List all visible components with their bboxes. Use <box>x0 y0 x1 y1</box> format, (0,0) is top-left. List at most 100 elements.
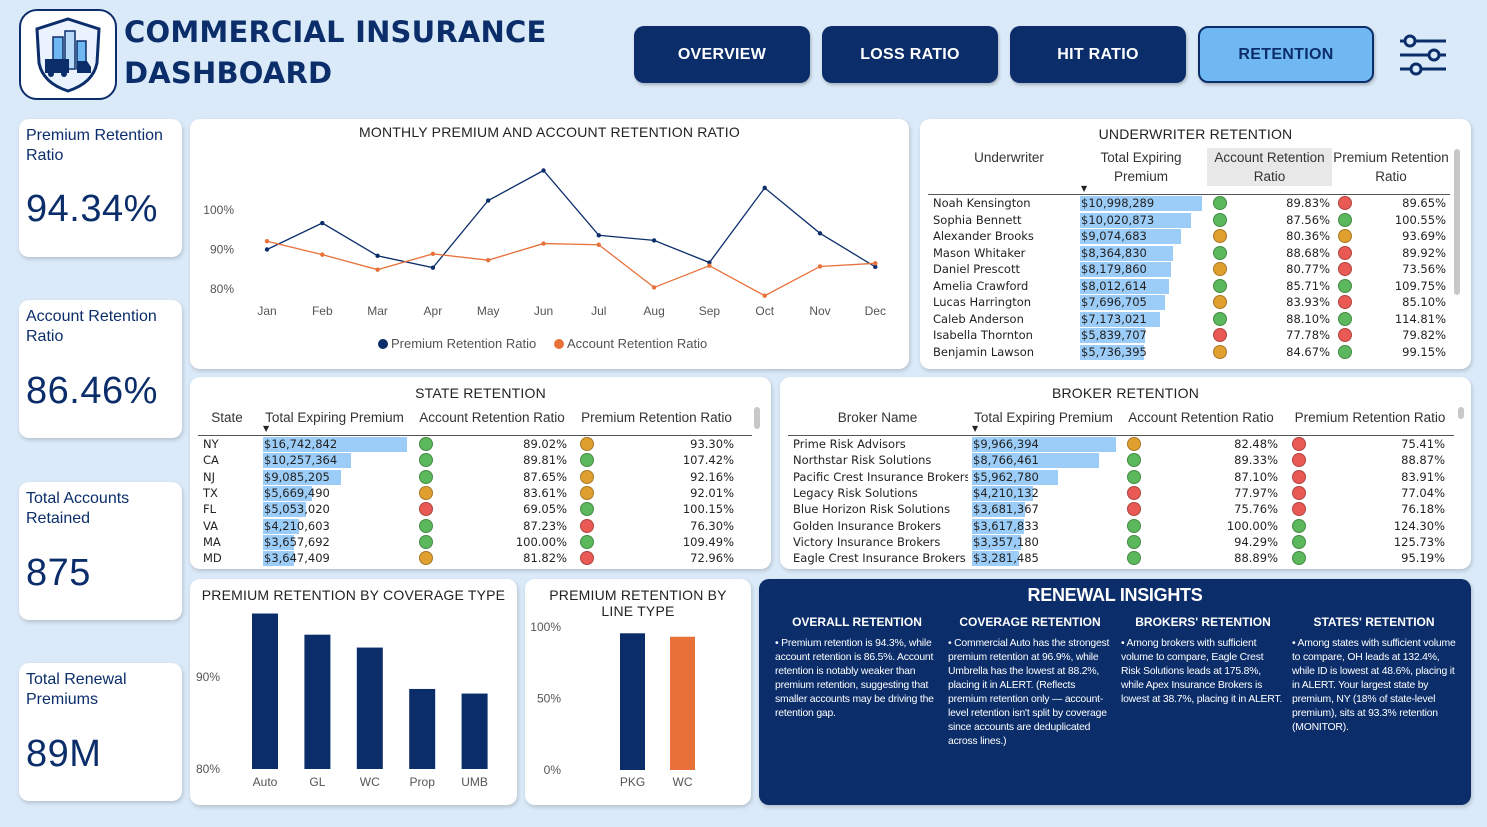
premium-status-indicator <box>1292 469 1306 484</box>
premium-bar <box>972 551 1020 567</box>
premium-retention-value: 88.87% <box>1401 453 1445 468</box>
table-row[interactable]: Amelia Crawford $8,012,614 85.71% 109.75% <box>920 278 1471 294</box>
scrollbar[interactable] <box>1458 407 1464 419</box>
premium-retention-value: 76.30% <box>690 518 734 533</box>
premium-bar <box>1080 311 1160 327</box>
legend-marker <box>378 339 388 349</box>
premium-bar <box>1080 328 1145 343</box>
nav-hit-ratio-button[interactable]: HIT RATIO <box>1010 26 1186 83</box>
premium-value: $5,736,395 <box>1081 344 1147 359</box>
nav-overview-label: OVERVIEW <box>677 45 767 63</box>
column-header[interactable]: Account Retention Ratio <box>419 410 565 425</box>
row-name: MA <box>203 534 221 549</box>
table-row[interactable]: Legacy Risk Solutions $4,210,132 77.97% 77.… <box>780 485 1471 501</box>
table-row[interactable]: VA $4,210,603 87.23% 76.30% <box>190 518 771 534</box>
table-row[interactable]: NY $16,742,842 89.02% 93.30% <box>190 436 771 452</box>
row-name: TX <box>203 485 218 500</box>
x-tick-label: Sep <box>699 304 721 318</box>
account-status-indicator <box>419 453 433 468</box>
sort-desc-icon[interactable]: ▼ <box>263 424 270 433</box>
table-row[interactable]: Daniel Prescott $8,179,860 80.77% 73.56% <box>920 261 1471 277</box>
premium-value: $9,966,394 <box>973 437 1039 451</box>
column-header[interactable]: Account Retention Ratio <box>1128 410 1274 425</box>
premium-status-indicator <box>580 469 594 484</box>
state-table: State Total Expiring Premium Account Reten… <box>190 377 771 569</box>
nav-retention-button[interactable]: RETENTION <box>1198 26 1374 83</box>
row-name: Alexander Brooks <box>933 229 1034 243</box>
table-row[interactable]: Sophia Bennett $10,020,873 87.56% 100.55% <box>920 212 1471 228</box>
premium-retention-value: 93.69% <box>1402 229 1446 243</box>
premium-bar <box>1080 262 1171 277</box>
data-point <box>873 264 878 270</box>
account-status-indicator <box>1213 328 1227 342</box>
premium-value: $9,085,205 <box>264 469 330 484</box>
column-header[interactable]: Account Retention Ratio <box>1207 148 1332 186</box>
table-row[interactable]: Prime Risk Advisors $9,966,394 82.48% 75.41… <box>780 436 1471 452</box>
row-name: Caleb Anderson <box>933 311 1024 326</box>
premium-status-indicator <box>1338 245 1352 260</box>
premium-retention-value: 77.04% <box>1401 485 1445 500</box>
table-row[interactable]: Eagle Crest Insurance Brokers $3,281,485 8… <box>780 550 1471 567</box>
table-row[interactable]: Victory Insurance Brokers $3,357,180 94.29… <box>780 534 1471 550</box>
sort-desc-icon[interactable]: ▼ <box>972 424 979 433</box>
account-status-indicator <box>1127 551 1141 566</box>
nav-loss-ratio-label: LOSS RATIO <box>860 45 960 63</box>
table-row[interactable]: Blue Horizon Risk Solutions $3,681,367 75.… <box>780 501 1471 518</box>
table-row[interactable]: Northstar Risk Solutions $8,766,461 89.33%… <box>780 452 1471 469</box>
column-header[interactable]: Premium Retention Ratio <box>581 410 732 425</box>
premium-retention-value: 114.81% <box>1394 311 1446 326</box>
premium-status-indicator <box>580 518 594 533</box>
data-point <box>596 242 601 247</box>
table-row[interactable]: Benjamin Lawson $5,736,395 84.67% 99.15% <box>920 344 1471 360</box>
x-tick-label: Aug <box>643 304 664 318</box>
premium-value: $4,210,132 <box>973 485 1039 500</box>
x-tick-label: WC <box>360 775 380 789</box>
table-row[interactable]: TX $5,669,490 83.61% 92.01% <box>190 485 771 501</box>
column-header[interactable]: Total Expiring Premium <box>974 410 1113 425</box>
table-row[interactable]: NJ $9,085,205 87.65% 92.16% <box>190 469 771 485</box>
table-row[interactable]: MD $3,647,409 81.82% 72.96% <box>190 550 771 567</box>
premium-value: $9,074,683 <box>1081 229 1147 243</box>
nav-loss-ratio-button[interactable]: LOSS RATIO <box>822 26 998 83</box>
scrollbar[interactable] <box>754 407 760 429</box>
kpi-accounts-retained-card: Total Accounts Retained 875 <box>19 482 182 620</box>
sliders-icon[interactable] <box>1398 33 1448 77</box>
account-retention-value: 88.89% <box>1234 551 1278 566</box>
table-row[interactable]: Pacific Crest Insurance Brokers $5,962,78… <box>780 469 1471 485</box>
column-header[interactable]: Premium Retention Ratio <box>1333 150 1449 184</box>
column-header[interactable]: Premium Retention Ratio <box>1294 410 1446 425</box>
account-status-indicator <box>419 469 433 484</box>
data-point <box>264 247 270 252</box>
scrollbar[interactable] <box>1454 149 1460 295</box>
table-row[interactable]: Caleb Anderson $7,173,021 88.10% 114.81% <box>920 311 1471 327</box>
data-point <box>596 233 601 238</box>
table-row[interactable]: Alexander Brooks $9,074,683 80.36% 93.69% <box>920 228 1471 244</box>
premium-value: $5,962,780 <box>973 469 1039 484</box>
premium-bar <box>1080 295 1166 310</box>
column-header[interactable]: Underwriter <box>974 150 1044 165</box>
column-header[interactable]: Total Expiring Premium <box>265 410 404 425</box>
data-point <box>651 285 657 290</box>
account-retention-value: 83.93% <box>1286 295 1330 309</box>
table-row[interactable]: Noah Kensington $10,998,289 89.83% 89.65% <box>920 195 1471 211</box>
sort-desc-icon[interactable]: ▼ <box>1081 184 1088 193</box>
row-name: MD <box>203 551 222 566</box>
table-row[interactable]: CA $10,257,364 89.81% 107.42% <box>190 452 771 469</box>
account-status-indicator <box>1213 245 1227 260</box>
header-divider <box>928 194 1450 195</box>
row-name: Legacy Risk Solutions <box>793 485 918 500</box>
premium-bar <box>263 437 407 452</box>
table-row[interactable]: Isabella Thornton $5,839,707 77.78% 79.82% <box>920 327 1471 343</box>
table-row[interactable]: Golden Insurance Brokers $3,617,833 100.00… <box>780 518 1471 534</box>
table-row[interactable]: Lucas Harrington $7,696,705 83.93% 85.10% <box>920 294 1471 310</box>
column-header[interactable]: Broker Name <box>837 410 918 425</box>
column-header[interactable]: State <box>211 410 243 425</box>
premium-bar <box>972 437 1116 452</box>
nav-overview-button[interactable]: OVERVIEW <box>634 26 810 83</box>
table-row[interactable]: MA $3,657,692 100.00% 109.49% <box>190 534 771 550</box>
account-retention-value: 81.82% <box>523 551 567 566</box>
premium-retention-value: 99.15% <box>1402 344 1446 359</box>
table-row[interactable]: Mason Whitaker $8,364,830 88.68% 89.92% <box>920 245 1471 261</box>
column-header[interactable]: Total Expiring Premium <box>1100 150 1182 184</box>
table-row[interactable]: FL $5,053,020 69.05% 100.15% <box>190 501 771 518</box>
